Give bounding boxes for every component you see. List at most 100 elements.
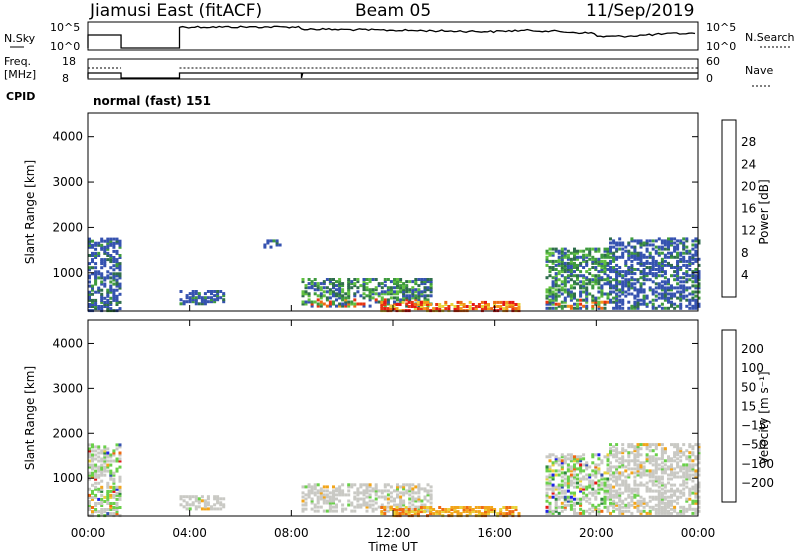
heat-cell — [325, 278, 329, 281]
heat-cell — [633, 239, 637, 243]
heat-cell — [109, 276, 113, 280]
heat-cell — [657, 481, 661, 485]
heat-cell — [651, 449, 655, 453]
heat-cell — [410, 305, 414, 308]
heat-cell — [319, 282, 323, 286]
heat-cell — [88, 477, 91, 481]
heat-cell — [576, 477, 579, 481]
heat-cell — [97, 473, 101, 477]
heat-cell — [573, 465, 576, 469]
heat-cell — [667, 245, 670, 249]
heat-cell — [688, 455, 692, 459]
heat-cell — [663, 447, 667, 451]
heat-cell — [585, 270, 589, 274]
heat-cell — [627, 445, 631, 449]
heat-cell — [569, 453, 573, 457]
heat-cell — [615, 243, 619, 247]
heat-cell — [597, 491, 601, 495]
heat-cell — [188, 300, 192, 304]
heat-cell — [694, 455, 698, 459]
heat-cell — [694, 270, 698, 274]
heat-cell — [480, 506, 484, 509]
heat-cell — [109, 469, 113, 473]
heat-cell — [673, 499, 677, 503]
heat-cell — [660, 270, 664, 274]
heat-cell — [554, 282, 558, 286]
heat-cell — [676, 272, 680, 276]
heat-cell — [115, 510, 119, 514]
heat-cell — [615, 286, 619, 290]
heat-cell — [266, 239, 270, 243]
heat-cell — [560, 471, 564, 475]
heat-cell — [603, 489, 607, 493]
heat-cell — [600, 278, 604, 282]
heat-cell — [573, 296, 576, 300]
heat-cell — [630, 276, 634, 280]
heat-cell — [609, 449, 612, 453]
heat-cell — [697, 274, 701, 278]
heat-cell — [588, 491, 592, 495]
heat-cell — [106, 481, 110, 485]
heat-cell — [657, 511, 661, 515]
heat-cell — [588, 257, 592, 261]
heat-cell — [621, 270, 625, 274]
heat-cell — [594, 473, 598, 477]
heat-cell — [569, 263, 573, 267]
heat-cell — [670, 302, 673, 306]
heat-cell — [560, 257, 564, 261]
heat-cell — [408, 290, 412, 294]
heat-cell — [615, 501, 619, 505]
heat-cell — [663, 255, 667, 259]
heat-cell — [356, 487, 360, 491]
heat-cell — [639, 241, 643, 245]
heat-cell — [569, 465, 573, 469]
heat-cell — [438, 506, 442, 509]
heat-cell — [615, 284, 619, 288]
heat-cell — [393, 302, 396, 306]
heat-cell — [194, 499, 198, 503]
heat-cell — [551, 509, 555, 513]
heat-cell — [618, 306, 622, 310]
heat-cell — [682, 443, 686, 447]
heat-cell — [551, 282, 555, 286]
heat-cell — [585, 286, 589, 290]
heat-cell — [362, 292, 366, 296]
heat-cell — [679, 296, 683, 300]
heat-cell — [398, 512, 402, 516]
heat-cell — [573, 247, 576, 251]
heat-cell — [600, 294, 604, 298]
heat-cell — [691, 253, 695, 257]
heat-cell — [651, 507, 655, 511]
heat-cell — [517, 303, 521, 306]
heat-cell — [676, 445, 680, 449]
heat-cell — [691, 304, 695, 308]
heat-cell — [88, 237, 91, 241]
heat-cell — [350, 302, 354, 306]
heat-cell — [219, 290, 223, 293]
heat-cell — [591, 473, 595, 477]
heat-cell — [682, 511, 686, 515]
heat-cell — [554, 497, 558, 501]
heat-cell — [639, 443, 643, 447]
heat-cell — [94, 465, 98, 469]
heat-cell — [88, 262, 91, 266]
heat-cell — [328, 304, 332, 308]
heat-cell — [697, 282, 701, 286]
heat-cell — [670, 511, 673, 515]
heat-cell — [380, 292, 384, 296]
heat-cell — [645, 469, 649, 473]
heat-cell — [386, 509, 390, 513]
heat-cell — [106, 247, 110, 251]
heat-cell — [654, 294, 658, 298]
heat-cell — [618, 300, 622, 304]
heat-cell — [94, 504, 98, 507]
heat-cell — [654, 443, 658, 447]
heat-cell — [203, 292, 207, 296]
heat-cell — [420, 503, 424, 507]
heat-cell — [594, 507, 598, 511]
heat-cell — [691, 479, 695, 483]
heat-cell — [667, 247, 670, 251]
heat-cell — [548, 298, 552, 302]
heat-cell — [444, 510, 448, 514]
